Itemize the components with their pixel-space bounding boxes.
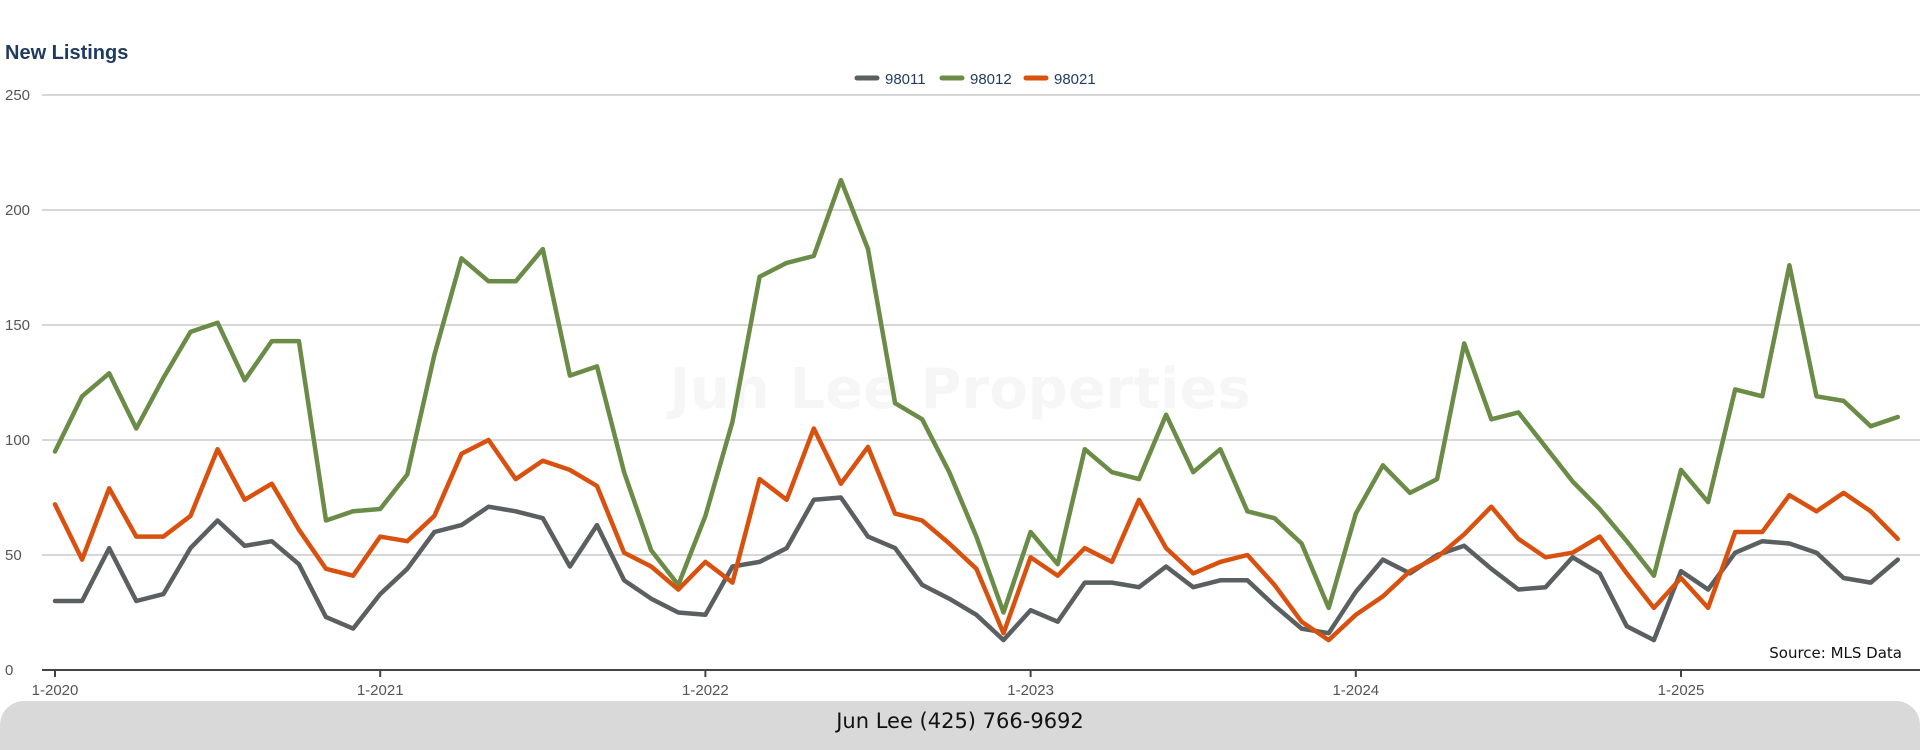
series-line-98021 <box>52 426 1901 643</box>
x-axis: 1-2020 1-2021 1-2022 1-2023 1-2024 1-2025 <box>32 669 1920 699</box>
gridlines <box>42 94 1920 556</box>
y-tick-label: 0 <box>5 662 13 679</box>
y-tick-label: 150 <box>5 317 30 334</box>
y-axis: 0 50 100 150 200 250 <box>5 87 30 679</box>
footer-contact-text: Jun Lee (425) 766-9692 <box>836 709 1084 733</box>
y-tick-label: 200 <box>5 202 30 219</box>
source-note: Source: MLS Data <box>1769 644 1902 662</box>
legend-label-98012: 98012 <box>970 71 1012 88</box>
watermark-text: Jun Lee Properties <box>665 357 1250 422</box>
x-tick-label: 1-2025 <box>1658 682 1705 699</box>
x-tick-label: 1-2024 <box>1332 682 1379 699</box>
series-lines <box>52 177 1901 643</box>
line-chart: Jun Lee Properties New Listings 98011 980… <box>5 42 1920 699</box>
x-tick-label: 1-2021 <box>357 682 404 699</box>
x-tick-label: 1-2020 <box>32 682 79 699</box>
x-tick-label: 1-2023 <box>1007 682 1054 699</box>
legend: 98011 98012 98021 <box>854 71 1096 88</box>
legend-label-98021: 98021 <box>1054 71 1096 88</box>
y-tick-label: 50 <box>5 547 22 564</box>
x-tick-label: 1-2022 <box>682 682 729 699</box>
y-tick-label: 250 <box>5 87 30 104</box>
series-line-98011 <box>52 495 1901 643</box>
legend-label-98011: 98011 <box>885 71 926 88</box>
chart-title: New Listings <box>5 42 128 64</box>
series-line-98012 <box>52 177 1901 615</box>
y-tick-label: 100 <box>5 432 30 449</box>
footer-contact-bar: Jun Lee (425) 766-9692 <box>0 701 1920 750</box>
